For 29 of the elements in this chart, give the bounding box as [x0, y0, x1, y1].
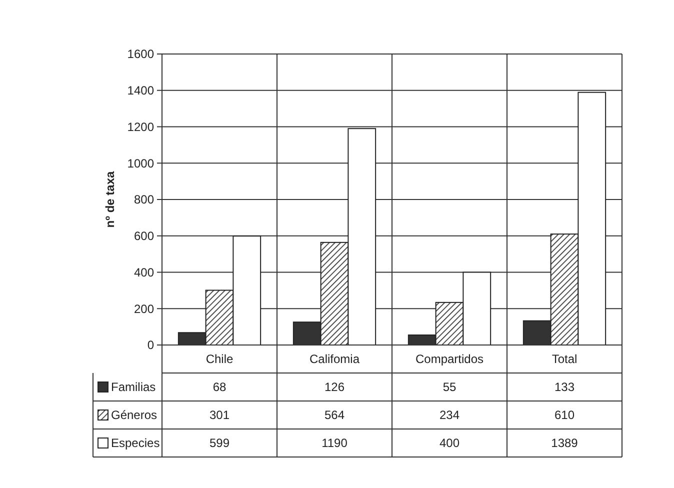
data-label: 133 [554, 380, 575, 394]
y-tick-label: 1200 [127, 120, 154, 134]
data-label: 234 [439, 408, 460, 422]
data-label: 400 [439, 436, 460, 450]
y-tick-label: 1400 [127, 84, 154, 98]
legend-label: Géneros [111, 408, 158, 422]
legend-label: Familias [111, 380, 156, 394]
y-tick-label: 200 [134, 302, 154, 316]
y-tick-label: 600 [134, 229, 154, 244]
legend-label: Especies [111, 436, 160, 450]
x-tick-label: Califomia [309, 352, 360, 366]
y-tick-label: 0 [147, 338, 154, 352]
data-label: 564 [324, 408, 345, 422]
y-axis-title: nº de taxa [103, 170, 117, 228]
data-label: 55 [442, 380, 456, 394]
y-tick-label: 1600 [127, 47, 154, 62]
y-tick-label: 800 [134, 192, 154, 207]
data-label: 68 [212, 380, 226, 394]
data-label: 126 [324, 380, 345, 394]
data-label: 610 [554, 408, 575, 422]
y-tick-label: 400 [134, 265, 154, 280]
data-label: 1190 [322, 436, 348, 450]
x-tick-label: Chile [206, 352, 234, 366]
data-label: 301 [209, 408, 230, 422]
data-label: 599 [209, 436, 230, 450]
y-tick-label: 1000 [127, 156, 154, 170]
x-tick-label: Compartidos [415, 352, 484, 366]
x-tick-label: Total [552, 352, 578, 366]
data-label: 1389 [551, 436, 578, 450]
